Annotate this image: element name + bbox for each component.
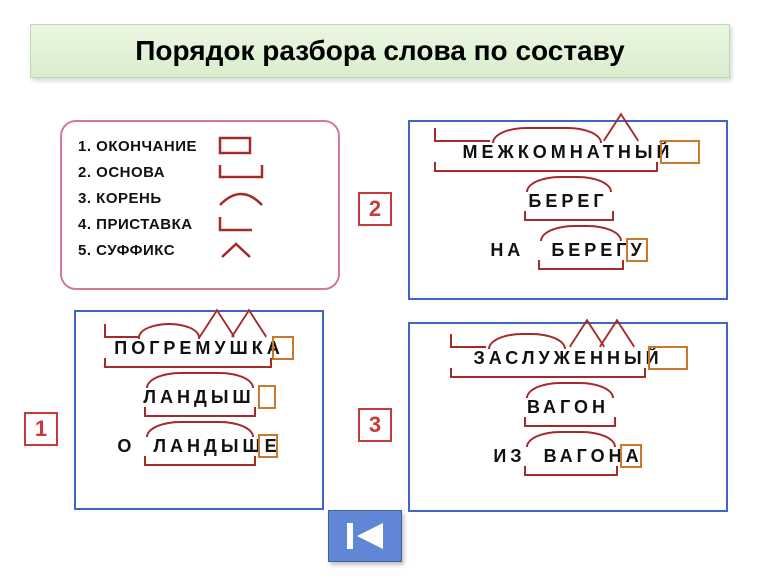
legend-row-ending: 1. ОКОНЧАНИЕ <box>78 136 322 156</box>
legend-symbol-root <box>218 188 288 208</box>
word-iz-vagona: ИЗ ВАГОНА <box>410 446 726 467</box>
legend-symbol-base <box>218 162 288 182</box>
legend-label: 1. ОКОНЧАНИЕ <box>78 138 218 155</box>
word-pogremushka: ПОГРЕМУШКА <box>76 338 322 359</box>
word-zasluzhennyy: ЗАСЛУЖЕННЫЙ <box>410 348 726 369</box>
legend-box: 1. ОКОНЧАНИЕ 2. ОСНОВА 3. КОРЕНЬ 4. ПРИС… <box>60 120 340 290</box>
word-o-landyshe: О ЛАНДЫШЕ <box>76 436 322 457</box>
example-panel-2: МЕЖКОМНАТНЫЙ БЕРЕГ НА БЕРЕГУ <box>408 120 728 300</box>
legend-row-suffix: 5. СУФФИКС <box>78 240 322 260</box>
legend-symbol-suffix <box>218 240 288 260</box>
legend-row-base: 2. ОСНОВА <box>78 162 322 182</box>
example-panel-3: ЗАСЛУЖЕННЫЙ ВАГОН ИЗ ВАГОНА <box>408 322 728 512</box>
legend-symbol-prefix <box>218 214 288 234</box>
nav-back-button[interactable] <box>328 510 402 562</box>
legend-label: 3. КОРЕНЬ <box>78 190 218 207</box>
word-landysh: ЛАНДЫШ <box>76 387 322 408</box>
skip-back-icon <box>343 520 387 552</box>
legend-symbol-ending <box>218 136 288 156</box>
example-panel-1: ПОГРЕМУШКА ЛАНДЫШ О ЛАНДЫШЕ <box>74 310 324 510</box>
step-number-2: 2 <box>358 192 392 226</box>
step-number-3: 3 <box>358 408 392 442</box>
word-vagon: ВАГОН <box>410 397 726 418</box>
legend-label: 4. ПРИСТАВКА <box>78 216 218 233</box>
word-na-beregu: НА БЕРЕГУ <box>410 240 726 261</box>
word-bereg: БЕРЕГ <box>410 191 726 212</box>
page-title-bar: Порядок разбора слова по составу <box>30 24 730 78</box>
page-title: Порядок разбора слова по составу <box>135 35 624 67</box>
step-number-1: 1 <box>24 412 58 446</box>
word-mezhkomnatnyy: МЕЖКОМНАТНЫЙ <box>410 142 726 163</box>
legend-label: 5. СУФФИКС <box>78 242 218 259</box>
legend-row-root: 3. КОРЕНЬ <box>78 188 322 208</box>
legend-label: 2. ОСНОВА <box>78 164 218 181</box>
legend-row-prefix: 4. ПРИСТАВКА <box>78 214 322 234</box>
